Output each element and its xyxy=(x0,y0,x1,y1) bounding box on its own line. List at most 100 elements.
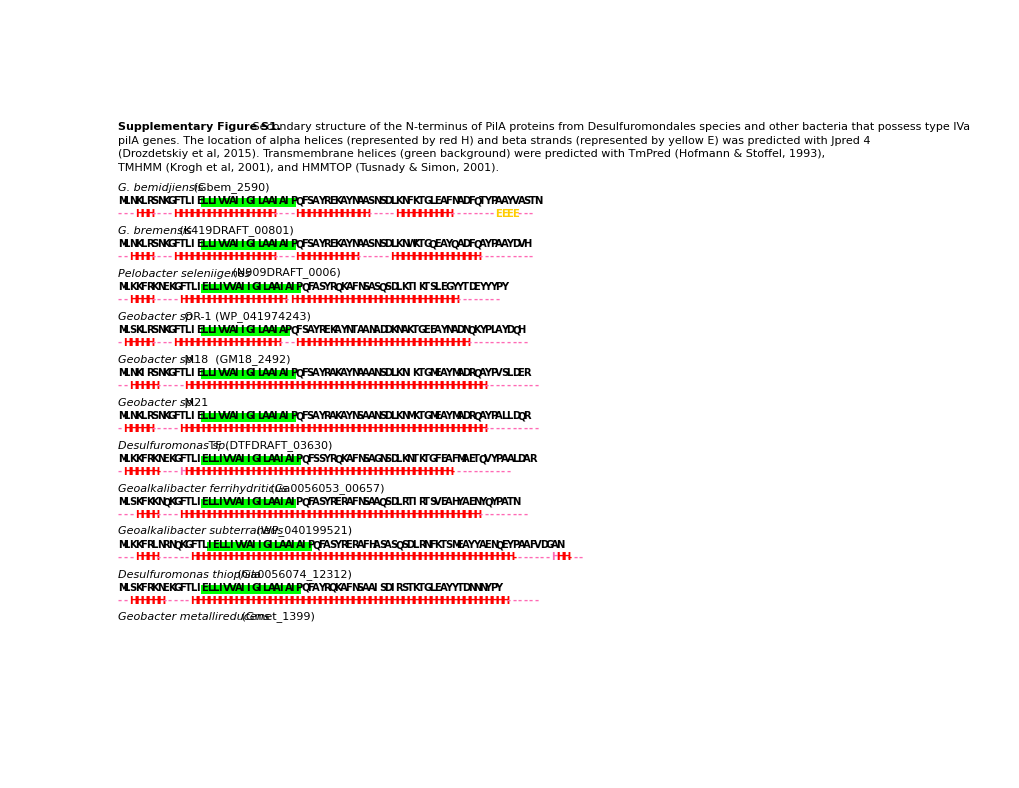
Text: T: T xyxy=(473,454,480,464)
Text: A: A xyxy=(373,497,381,507)
Text: Q: Q xyxy=(512,325,520,335)
Text: H: H xyxy=(457,381,465,391)
Text: A: A xyxy=(312,282,320,292)
Bar xyxy=(212,413,218,422)
Text: H: H xyxy=(262,209,270,218)
Text: H: H xyxy=(323,552,331,563)
Text: H: H xyxy=(395,552,404,563)
Text: K: K xyxy=(400,282,409,292)
Text: H: H xyxy=(412,552,420,563)
Text: G: G xyxy=(251,583,259,593)
Text: L: L xyxy=(207,282,213,292)
Text: H: H xyxy=(301,381,309,391)
Text: H: H xyxy=(223,337,231,348)
Text: P: P xyxy=(512,540,519,550)
Text: F: F xyxy=(407,196,413,206)
Text: H: H xyxy=(123,337,131,348)
Text: A: A xyxy=(262,368,270,378)
Text: H: H xyxy=(234,337,243,348)
Text: I: I xyxy=(196,497,199,507)
Text: H: H xyxy=(362,552,370,563)
Text: L: L xyxy=(140,325,147,335)
Text: I: I xyxy=(257,540,260,550)
Text: H: H xyxy=(407,596,415,605)
Text: T: T xyxy=(407,497,413,507)
Text: H: H xyxy=(268,552,276,563)
Text: H: H xyxy=(318,552,326,563)
Text: E: E xyxy=(484,540,490,550)
Text: (Ga0056074_12312): (Ga0056074_12312) xyxy=(233,569,352,579)
Text: H: H xyxy=(457,510,465,519)
Text: P: P xyxy=(284,325,291,335)
Text: A: A xyxy=(362,196,370,206)
Text: H: H xyxy=(273,423,281,433)
Text: H: H xyxy=(345,209,354,218)
Text: H: H xyxy=(412,466,420,477)
Text: F: F xyxy=(318,540,324,550)
Text: A: A xyxy=(339,368,347,378)
Text: E: E xyxy=(201,583,208,593)
Text: -: - xyxy=(123,552,127,563)
Text: N: N xyxy=(400,368,409,378)
Bar xyxy=(278,413,284,422)
Text: H: H xyxy=(362,423,370,433)
Text: E: E xyxy=(439,282,446,292)
Text: F: F xyxy=(467,196,474,206)
Text: H: H xyxy=(284,596,292,605)
Bar xyxy=(251,413,257,422)
Text: H: H xyxy=(179,295,187,304)
Text: G: G xyxy=(173,454,181,464)
Bar xyxy=(218,370,223,379)
Text: H: H xyxy=(428,596,436,605)
Text: TF (DTFDRAFT_03630): TF (DTFDRAFT_03630) xyxy=(205,440,332,451)
Text: H: H xyxy=(368,510,376,519)
Text: Y: Y xyxy=(467,540,474,550)
Bar xyxy=(284,327,289,336)
Text: F: F xyxy=(173,239,180,249)
Text: Q: Q xyxy=(334,454,342,464)
Text: H: H xyxy=(284,510,292,519)
Text: H: H xyxy=(212,381,220,391)
Text: H: H xyxy=(218,510,226,519)
Text: H: H xyxy=(428,510,436,519)
Text: H: H xyxy=(246,209,254,218)
Text: R: R xyxy=(523,368,530,378)
Text: H: H xyxy=(318,596,326,605)
Text: A: A xyxy=(268,583,275,593)
Text: H: H xyxy=(357,423,365,433)
Bar xyxy=(229,456,234,465)
Text: S: S xyxy=(357,411,364,421)
Text: E: E xyxy=(434,368,440,378)
Text: S: S xyxy=(384,497,391,507)
Text: -: - xyxy=(517,251,521,262)
Text: H: H xyxy=(296,596,304,605)
Text: H: H xyxy=(262,423,270,433)
Text: H: H xyxy=(135,295,143,304)
Text: H: H xyxy=(323,251,331,262)
Text: R: R xyxy=(146,583,153,593)
Text: -: - xyxy=(162,466,166,477)
Text: D: D xyxy=(467,282,476,292)
Bar xyxy=(262,370,268,379)
Text: -: - xyxy=(528,381,532,391)
Text: H: H xyxy=(378,381,387,391)
Text: Secondary structure of the N-terminus of PilA proteins from Desulfuromondales sp: Secondary structure of the N-terminus of… xyxy=(249,122,969,132)
Bar xyxy=(278,198,284,207)
Text: N: N xyxy=(129,196,138,206)
Text: A: A xyxy=(439,411,447,421)
Text: -: - xyxy=(512,552,516,563)
Text: H: H xyxy=(412,337,420,348)
Text: H: H xyxy=(400,209,409,218)
Text: S: S xyxy=(368,196,375,206)
Text: L: L xyxy=(123,368,129,378)
Bar xyxy=(251,327,257,336)
Bar xyxy=(207,499,212,508)
Text: N: N xyxy=(400,239,409,249)
Text: H: H xyxy=(362,209,370,218)
Text: N: N xyxy=(157,454,165,464)
Text: H: H xyxy=(373,337,381,348)
Text: A: A xyxy=(368,368,375,378)
Text: A: A xyxy=(478,239,486,249)
Text: N: N xyxy=(373,368,381,378)
Text: V: V xyxy=(218,411,225,421)
